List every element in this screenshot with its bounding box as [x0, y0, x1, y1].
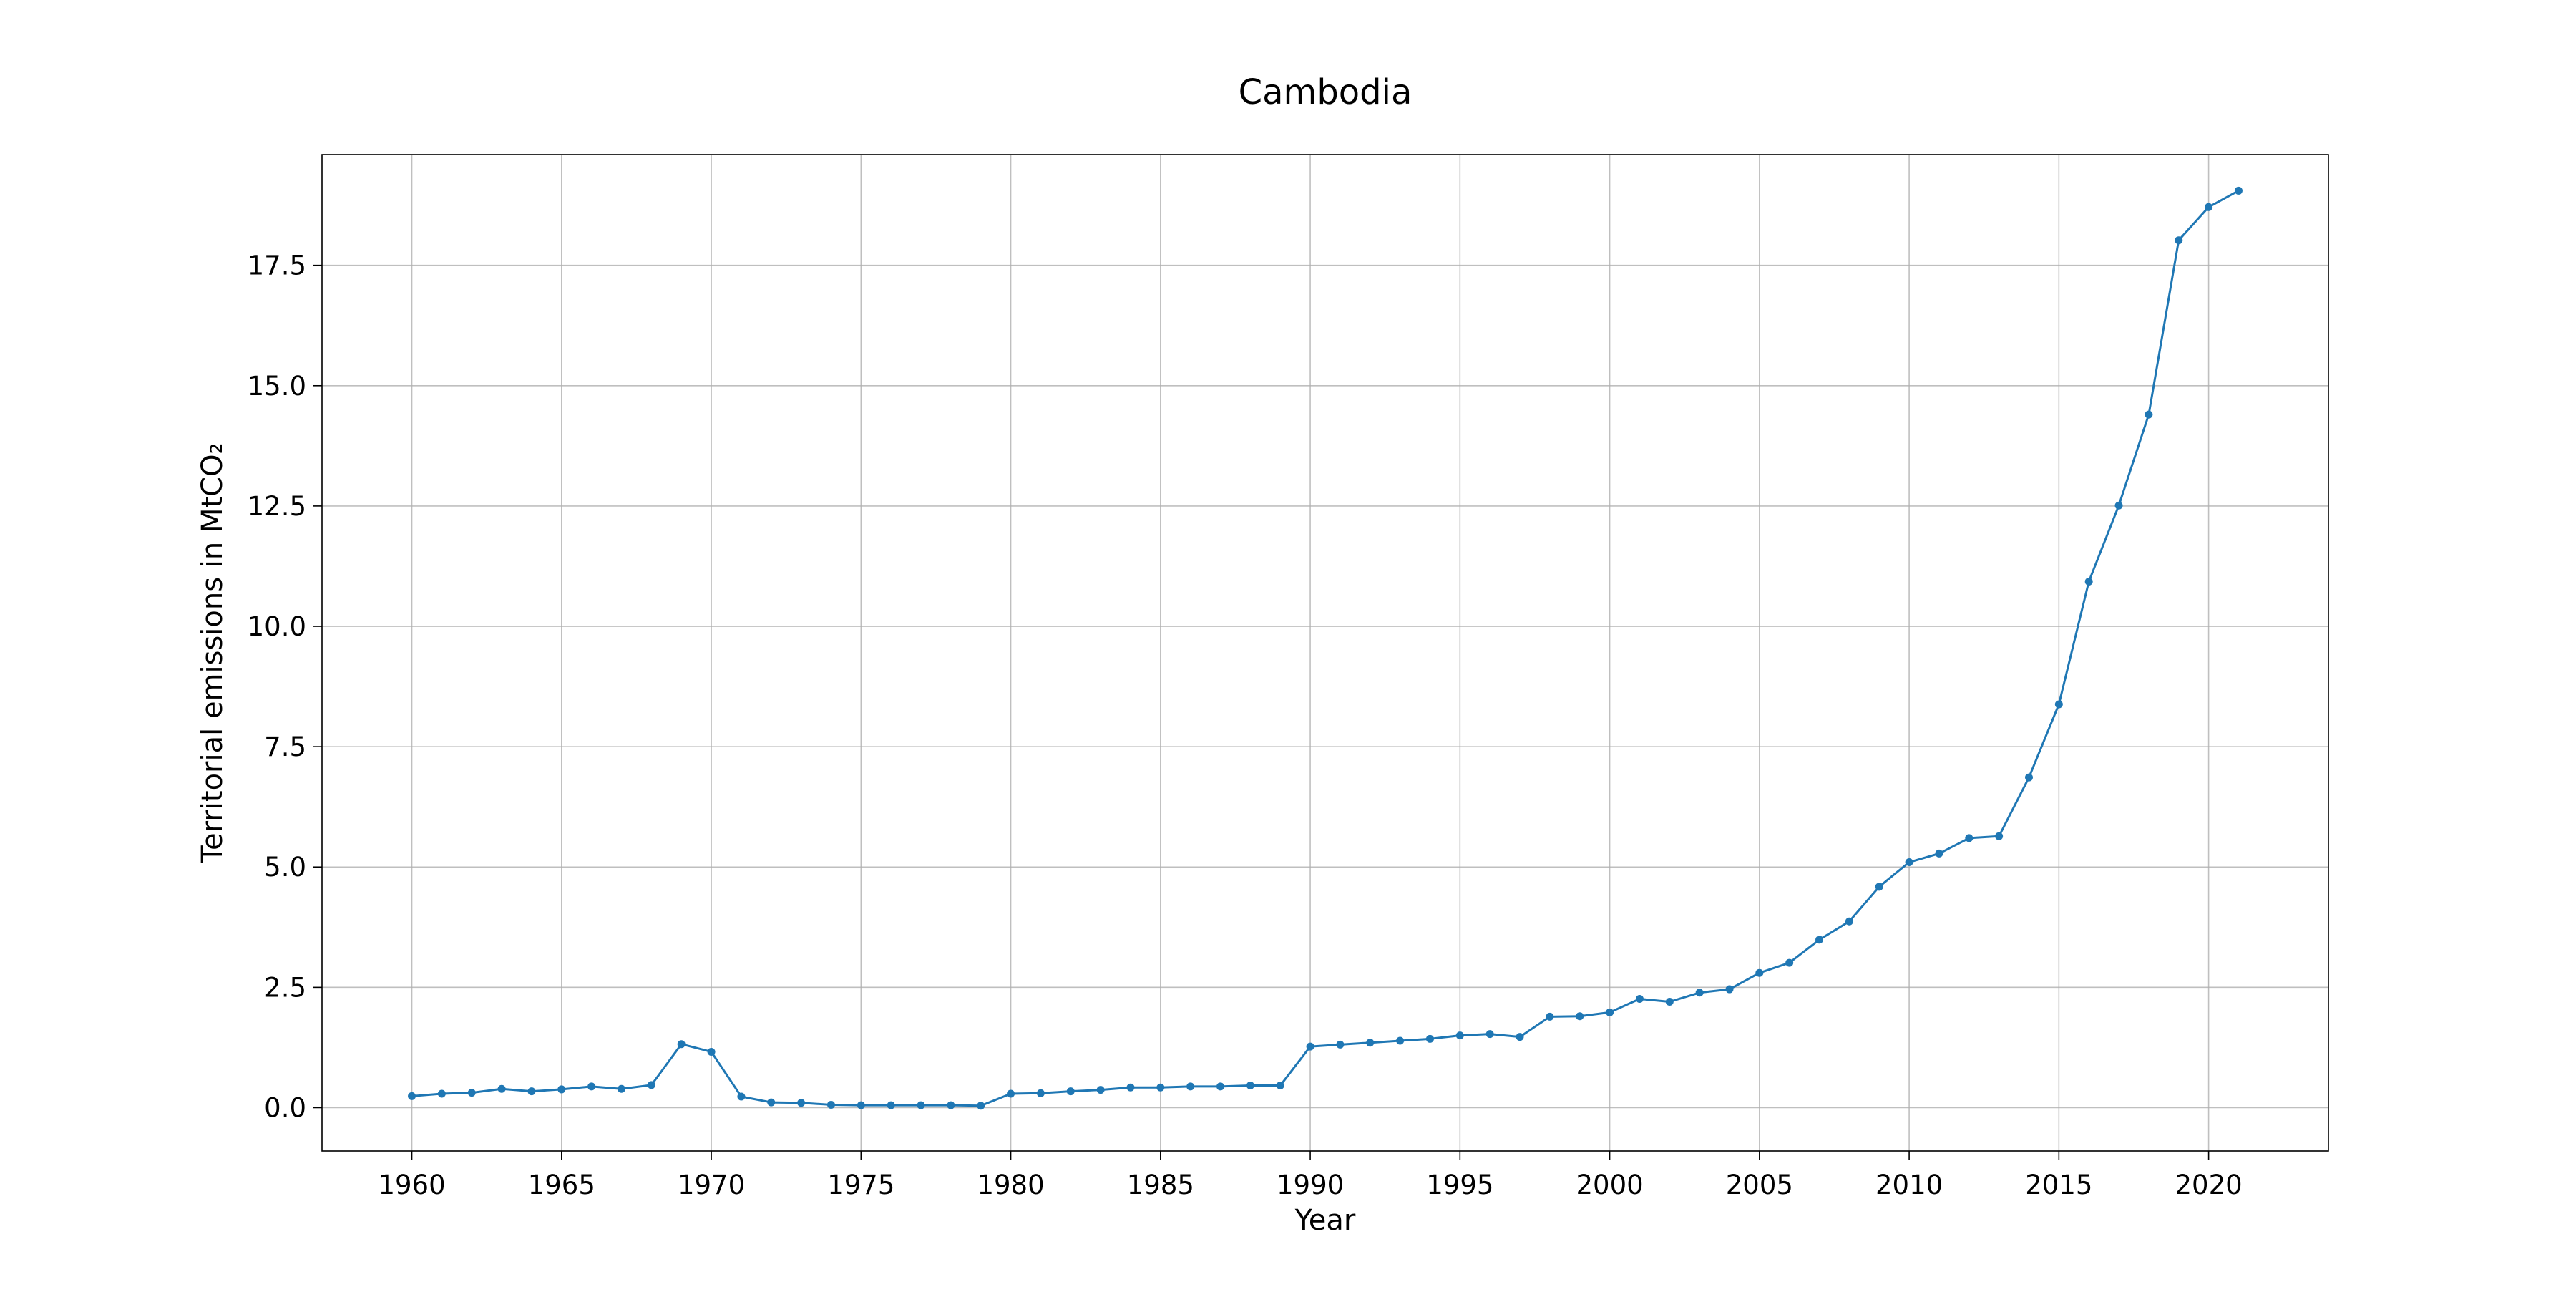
data-point	[1606, 1008, 1614, 1016]
data-point	[977, 1102, 985, 1110]
data-point	[467, 1089, 476, 1097]
data-point	[1875, 883, 1883, 891]
data-point	[1455, 1031, 1464, 1040]
x-tick-label: 1960	[378, 1170, 445, 1200]
y-tick-label: 12.5	[248, 491, 306, 522]
data-point	[1036, 1089, 1045, 1097]
data-point	[1725, 985, 1734, 994]
data-point	[1246, 1082, 1254, 1090]
axis-ticks: 1960 1965 1970 1975 1980 1985 1990 1995 2000 2005…	[248, 251, 2243, 1200]
data-point	[1336, 1040, 1345, 1049]
y-tick-label: 17.5	[248, 251, 306, 281]
data-point	[1905, 858, 1913, 867]
y-tick-label: 7.5	[264, 732, 306, 762]
data-point	[677, 1040, 686, 1049]
data-point	[1366, 1039, 1375, 1047]
data-point	[2205, 203, 2213, 211]
data-point	[2084, 577, 2093, 586]
data-point	[647, 1081, 655, 1089]
series-line	[411, 189, 2240, 1107]
data-point	[527, 1087, 536, 1096]
grid	[322, 155, 2328, 1151]
x-tick-label: 1980	[977, 1170, 1044, 1200]
plot-frame	[321, 154, 2329, 1152]
data-point	[1126, 1083, 1135, 1092]
data-point	[947, 1101, 955, 1109]
data-point	[2024, 773, 2033, 782]
data-point	[1396, 1036, 1405, 1045]
data-point	[1546, 1012, 1554, 1021]
data-point	[1516, 1033, 1524, 1041]
data-point	[587, 1082, 596, 1091]
data-point	[2234, 186, 2243, 195]
y-axis-label: Territorial emissions in MtCO₂	[196, 442, 229, 863]
data-point	[1007, 1089, 1015, 1098]
y-tick-label: 5.0	[264, 852, 306, 883]
x-tick-label: 1965	[528, 1170, 595, 1200]
data-point	[497, 1084, 506, 1093]
data-point	[1306, 1042, 1314, 1051]
data-point	[1276, 1082, 1284, 1090]
data-point	[1935, 849, 1943, 858]
chart-title: Cambodia	[1239, 72, 1413, 112]
data-point	[1695, 989, 1704, 997]
x-tick-label: 2010	[1875, 1170, 1943, 1200]
data-point	[408, 1092, 416, 1100]
x-tick-label: 1990	[1277, 1170, 1344, 1200]
data-point	[2145, 410, 2153, 419]
data-point	[1965, 834, 1974, 842]
data-point	[557, 1085, 566, 1094]
data-point	[1485, 1030, 1494, 1039]
x-tick-label: 1985	[1127, 1170, 1194, 1200]
y-tick-label: 10.0	[248, 611, 306, 642]
data-point	[887, 1101, 895, 1109]
x-tick-label: 2020	[2175, 1170, 2243, 1200]
series-layer	[408, 186, 2243, 1110]
data-point	[618, 1084, 626, 1093]
y-tick-label: 15.0	[248, 371, 306, 402]
data-point	[1156, 1083, 1165, 1092]
y-tick-label: 0.0	[264, 1092, 306, 1123]
data-point	[767, 1098, 776, 1107]
data-point	[917, 1101, 925, 1109]
x-tick-label: 2015	[2025, 1170, 2092, 1200]
data-point	[1576, 1012, 1584, 1021]
data-point	[1425, 1034, 1434, 1043]
data-point	[1995, 832, 2004, 840]
data-point	[437, 1089, 446, 1098]
data-point	[707, 1047, 716, 1056]
data-point	[1635, 995, 1644, 1004]
x-tick-label: 2005	[1726, 1170, 1793, 1200]
data-point	[857, 1101, 865, 1109]
data-point	[1096, 1086, 1105, 1094]
data-point	[1815, 936, 1824, 944]
data-point	[2114, 501, 2123, 510]
x-tick-label: 1970	[678, 1170, 745, 1200]
x-axis-label: Year	[1294, 1204, 1356, 1237]
x-tick-label: 2000	[1576, 1170, 1643, 1200]
data-point	[797, 1099, 806, 1107]
x-tick-label: 1975	[827, 1170, 894, 1200]
data-point	[737, 1092, 746, 1101]
data-point	[1186, 1082, 1195, 1091]
data-point	[1785, 958, 1794, 967]
data-point	[1845, 917, 1853, 926]
data-point	[2175, 236, 2183, 245]
data-point	[1665, 998, 1674, 1006]
data-point	[1216, 1082, 1225, 1091]
data-point	[826, 1100, 835, 1109]
data-point	[2054, 700, 2063, 709]
data-point	[1066, 1087, 1075, 1096]
y-tick-label: 2.5	[264, 972, 306, 1003]
x-tick-label: 1995	[1426, 1170, 1493, 1200]
data-point	[1755, 968, 1764, 977]
